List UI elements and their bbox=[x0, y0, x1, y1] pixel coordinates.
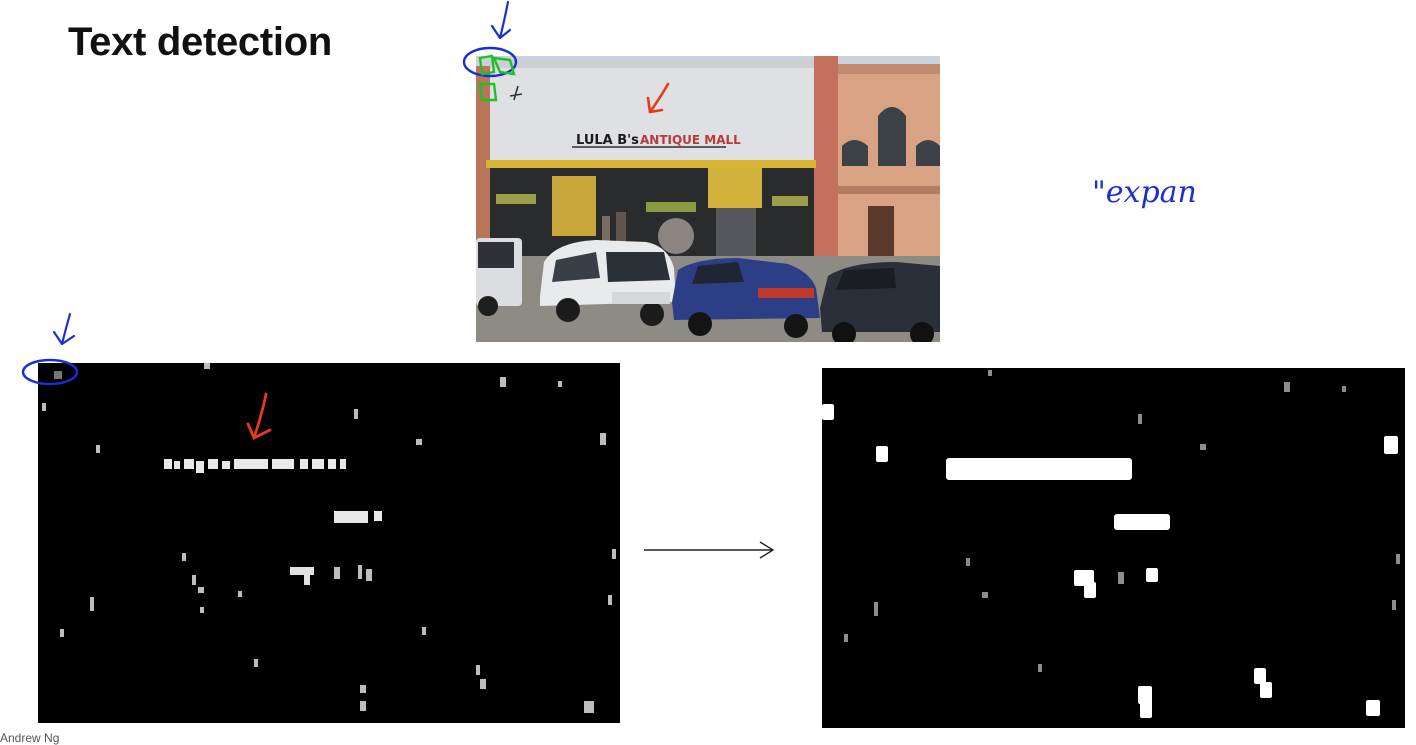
storefront-photo: LULA B's ANTIQUE MALL bbox=[476, 56, 940, 342]
classifier-output-panel bbox=[38, 363, 620, 723]
expanded-output-heatmap bbox=[822, 370, 1400, 718]
green-box-2 bbox=[492, 56, 516, 76]
expansion-arrow bbox=[644, 541, 775, 559]
classifier-output-heatmap bbox=[42, 363, 616, 713]
photo-annotations bbox=[462, 0, 523, 102]
panel-annotations bbox=[21, 312, 79, 386]
expanded-text-line-2 bbox=[1114, 514, 1170, 530]
pen-squiggle bbox=[509, 85, 523, 101]
green-box-1 bbox=[478, 54, 496, 76]
storefront-illustration: LULA B's ANTIQUE MALL bbox=[476, 56, 940, 342]
blue-arrow-panel bbox=[52, 312, 76, 346]
green-box-3 bbox=[478, 82, 498, 102]
footer-fragment: Andrew Ng bbox=[0, 731, 60, 745]
handwritten-note-text: "expan bbox=[1092, 175, 1197, 210]
detected-text-line-2 bbox=[334, 511, 382, 523]
blue-circle-top bbox=[462, 46, 518, 78]
expanded-output-panel bbox=[822, 368, 1405, 728]
blue-circle-panel bbox=[21, 358, 79, 386]
expanded-noise bbox=[844, 370, 1400, 672]
sign-brand-text: LULA B's bbox=[576, 133, 639, 148]
detected-text-line-1 bbox=[164, 459, 346, 473]
blue-arrow-top bbox=[490, 0, 512, 40]
sign-rest-text: ANTIQUE MALL bbox=[640, 133, 741, 147]
noise-specks bbox=[42, 363, 616, 713]
red-arrow-photo bbox=[646, 82, 670, 114]
expanded-text-line-1 bbox=[946, 458, 1132, 480]
red-arrow-panel bbox=[246, 392, 272, 440]
detected-blob-middle bbox=[290, 567, 314, 585]
slide-title: Text detection bbox=[68, 20, 332, 64]
handwritten-note: "expan bbox=[1090, 160, 1240, 230]
expanded-regions bbox=[822, 404, 1398, 718]
handwritten-note-ink: "expan bbox=[1092, 175, 1197, 210]
